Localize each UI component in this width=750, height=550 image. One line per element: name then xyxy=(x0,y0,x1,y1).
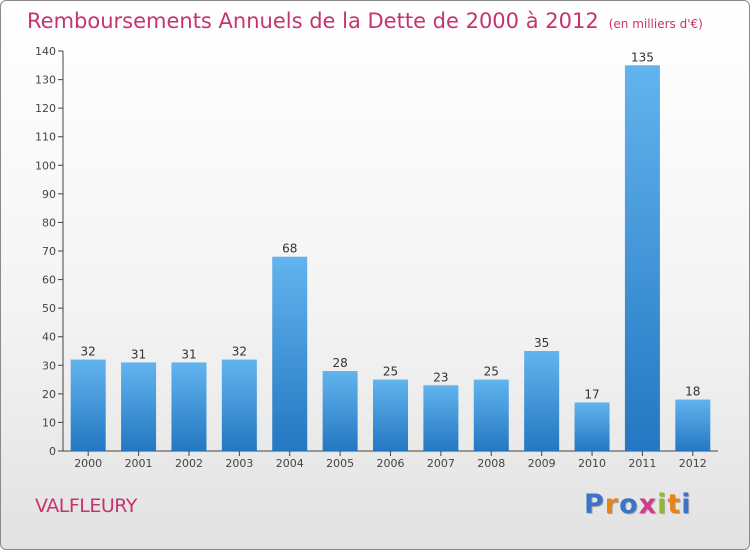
value-label-2004: 68 xyxy=(282,242,297,256)
proxiti-logo: Proxiti xyxy=(584,489,692,520)
x-tick-label: 2009 xyxy=(528,457,556,470)
y-tick-label: 80 xyxy=(42,216,56,229)
value-label-2011: 135 xyxy=(631,50,654,64)
y-tick-label: 110 xyxy=(35,131,56,144)
value-label-2010: 17 xyxy=(584,387,599,401)
x-tick-label: 2007 xyxy=(427,457,455,470)
y-tick-label: 10 xyxy=(42,416,56,429)
value-labels: 32 31 31 32 68 28 25 23 25 35 17 135 18 xyxy=(81,50,701,401)
y-tick-label: 100 xyxy=(35,159,56,172)
commune-name: VALFLEURY xyxy=(35,495,137,517)
value-label-2012: 18 xyxy=(685,385,700,399)
x-tick-label: 2010 xyxy=(578,457,606,470)
y-tick-label: 70 xyxy=(42,245,56,258)
unit-note: (en milliers d'€) xyxy=(608,17,703,31)
chart-title: Remboursements Annuels de la Dette de 20… xyxy=(27,9,703,33)
bar-2007 xyxy=(423,385,459,451)
y-tick-label: 0 xyxy=(49,445,56,458)
bar-2006 xyxy=(373,379,408,451)
bar-2008 xyxy=(473,379,509,451)
logo-letter: t xyxy=(667,489,682,520)
y-tick-label: 50 xyxy=(42,302,56,315)
x-tick-label: 2004 xyxy=(276,457,304,470)
value-label-2009: 35 xyxy=(534,336,549,350)
y-tick-label: 130 xyxy=(35,74,56,87)
value-label-2001: 31 xyxy=(131,347,146,361)
bar-2003 xyxy=(221,359,257,451)
bar-2004 xyxy=(272,256,308,451)
x-tick-label: 2000 xyxy=(74,457,102,470)
logo-letter: P xyxy=(584,489,605,520)
bar-2010 xyxy=(574,402,610,451)
x-tick-label: 2005 xyxy=(326,457,354,470)
logo-letter: i xyxy=(657,489,668,520)
logo-letter: i xyxy=(681,489,692,520)
bar-2012 xyxy=(675,399,711,451)
y-axis: 0 10 20 30 40 50 60 70 80 90 100 110 120 130 140 xyxy=(35,45,64,458)
bar-2000 xyxy=(70,359,106,451)
chart-title-text: Remboursements Annuels de la Dette de 20… xyxy=(27,9,599,33)
value-label-2007: 23 xyxy=(433,370,448,384)
value-label-2000: 32 xyxy=(81,345,96,359)
value-label-2005: 28 xyxy=(332,356,347,370)
y-tick-label: 90 xyxy=(42,188,56,201)
x-tick-label: 2008 xyxy=(477,457,505,470)
x-tick-label: 2011 xyxy=(628,457,656,470)
x-tick-label: 2001 xyxy=(125,457,153,470)
x-tick-label: 2006 xyxy=(377,457,405,470)
y-tick-label: 60 xyxy=(42,274,56,287)
x-axis: 2000 2001 2002 2003 2004 2005 2006 2007 2008 2009… xyxy=(63,450,718,470)
bars xyxy=(70,65,711,452)
logo-letter: x xyxy=(638,489,658,520)
bar-2005 xyxy=(322,371,358,451)
x-tick-label: 2002 xyxy=(175,457,203,470)
bar-2009 xyxy=(524,351,560,451)
value-label-2002: 31 xyxy=(181,347,196,361)
value-label-2003: 32 xyxy=(232,345,247,359)
x-tick-label: 2003 xyxy=(225,457,253,470)
logo-letter: o xyxy=(619,489,639,520)
x-tick-label: 2012 xyxy=(679,457,707,470)
y-tick-label: 120 xyxy=(35,102,56,115)
value-label-2008: 25 xyxy=(484,365,499,379)
y-tick-label: 30 xyxy=(42,359,56,372)
bar-2001 xyxy=(121,362,157,451)
y-tick-label: 140 xyxy=(35,45,56,58)
logo-letter: r xyxy=(604,489,620,520)
y-tick-label: 20 xyxy=(42,388,56,401)
bar-2011 xyxy=(624,65,660,452)
value-label-2006: 25 xyxy=(383,365,398,379)
y-tick-label: 40 xyxy=(42,331,56,344)
bar-2002 xyxy=(171,362,207,451)
